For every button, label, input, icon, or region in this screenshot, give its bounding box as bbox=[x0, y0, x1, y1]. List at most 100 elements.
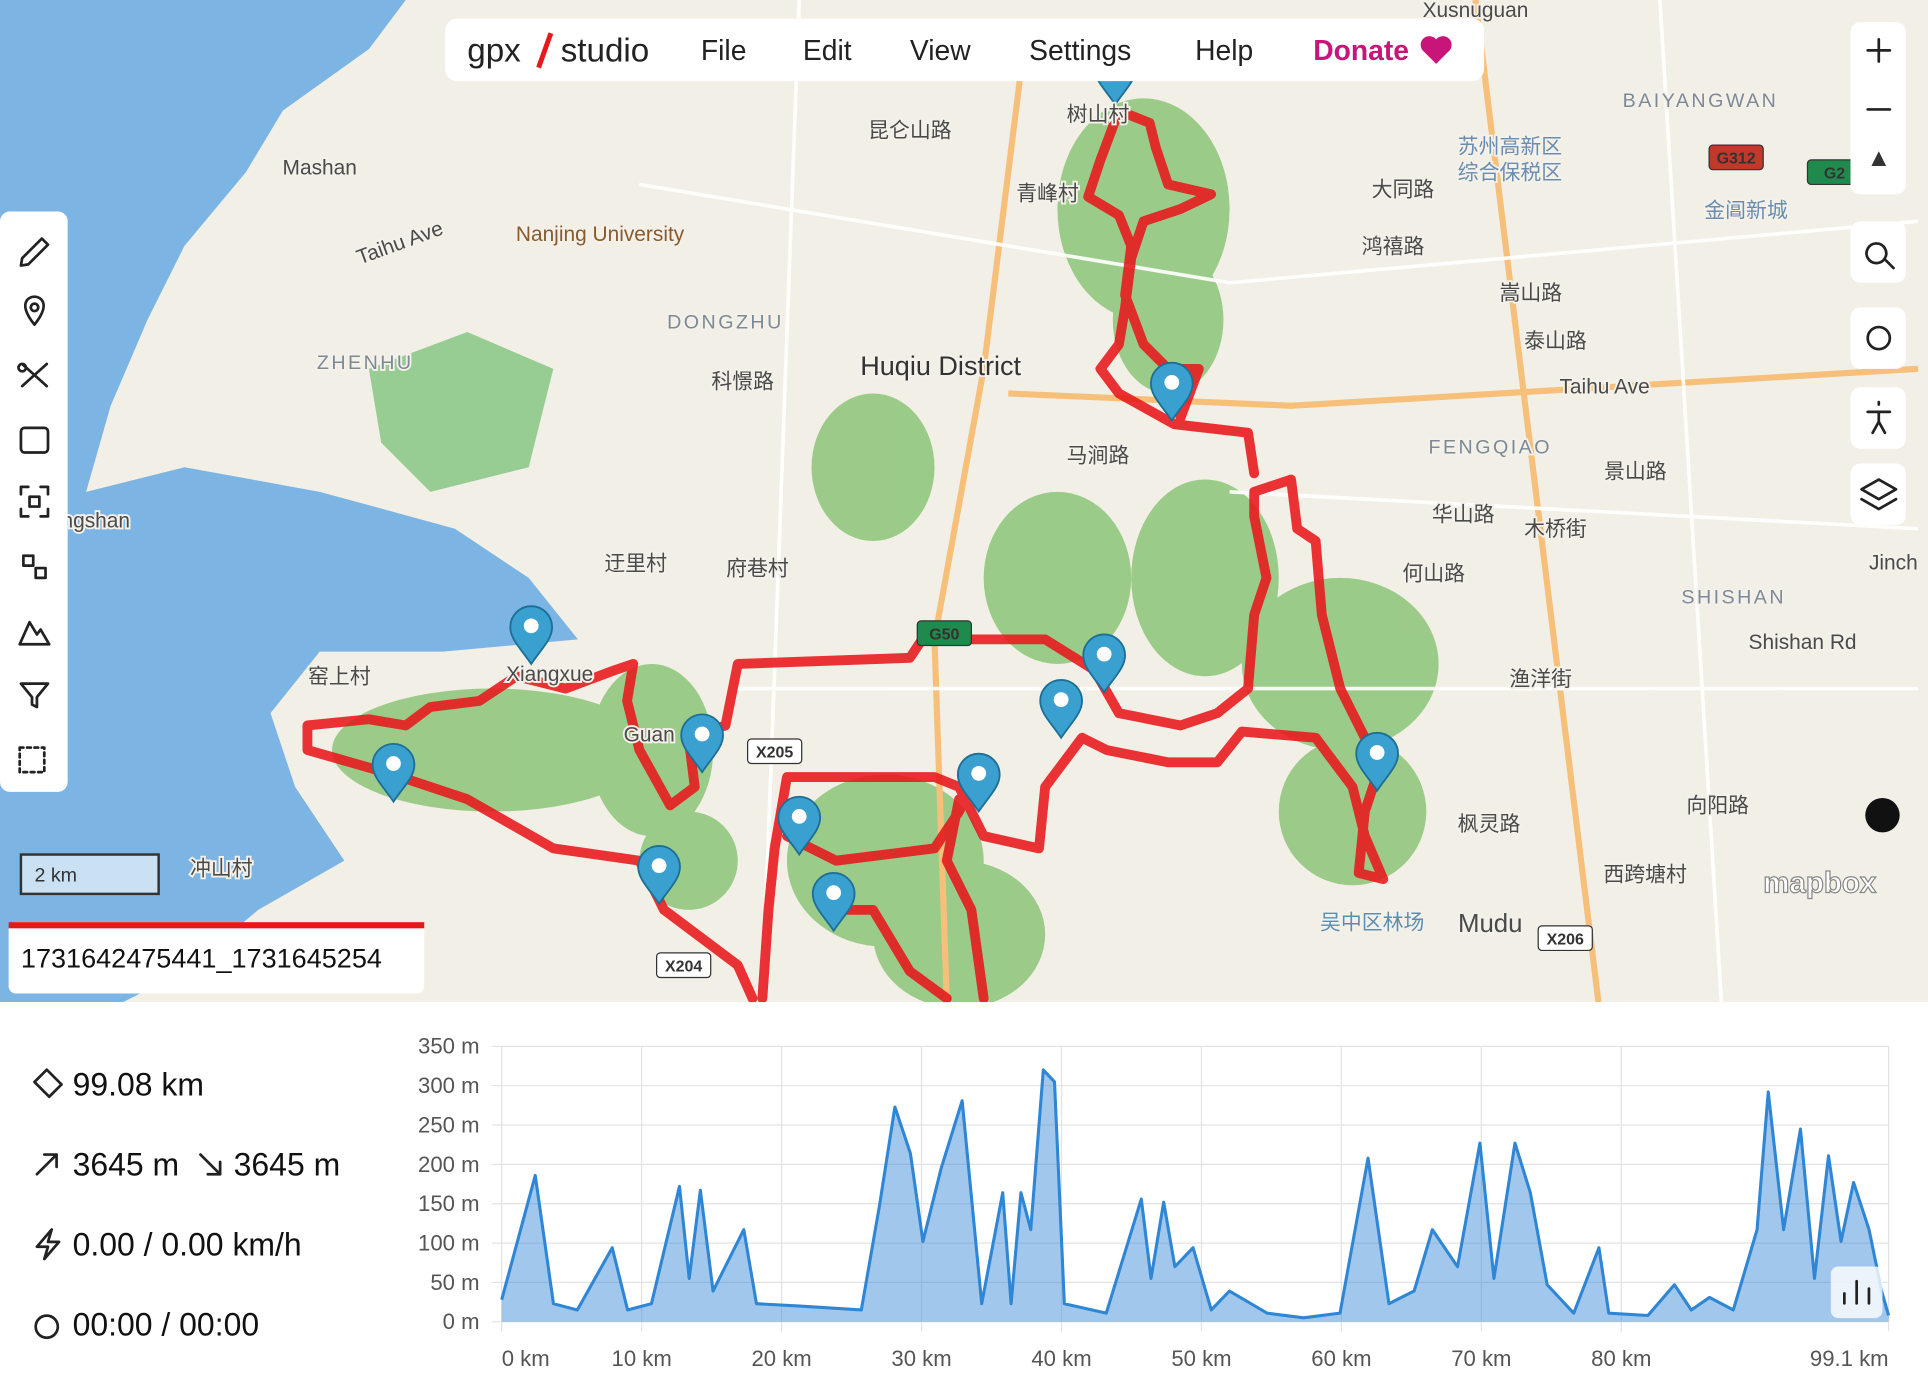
track-name[interactable]: 1731642475441_1731645254 bbox=[21, 944, 382, 974]
map-label: Taihu Ave bbox=[1559, 375, 1649, 398]
elevation-line bbox=[500, 1068, 1891, 1320]
tool-draw[interactable] bbox=[19, 237, 50, 267]
road-shield bbox=[1537, 925, 1593, 952]
waypoint[interactable] bbox=[1039, 679, 1083, 740]
tool-filter[interactable] bbox=[19, 682, 50, 709]
toolbar-background bbox=[0, 211, 68, 792]
logo[interactable]: studio bbox=[561, 32, 650, 69]
road-shield bbox=[655, 952, 712, 979]
scale-label: 2 km bbox=[34, 865, 77, 887]
distance-icon bbox=[33, 1068, 63, 1099]
waypoint-dot bbox=[694, 726, 710, 742]
waypoint-dot bbox=[386, 756, 401, 771]
map-label: 向阳路 bbox=[1686, 795, 1749, 818]
waypoint[interactable] bbox=[811, 872, 856, 933]
chart-options-icon bbox=[1843, 1279, 1871, 1305]
locate-button[interactable] bbox=[1850, 307, 1906, 369]
y-tick-label: 0 m bbox=[443, 1309, 480, 1334]
road-shield-label: G50 bbox=[929, 626, 959, 643]
menu-item[interactable]: Edit bbox=[803, 34, 852, 66]
waypoint[interactable] bbox=[509, 605, 554, 666]
elevation-loss: 3645 m bbox=[234, 1146, 341, 1182]
map-controls bbox=[1850, 22, 1906, 833]
elevation-gain: 3645 m bbox=[73, 1146, 180, 1182]
map-label: 昆仑山路 bbox=[868, 120, 952, 143]
tool-elevation[interactable] bbox=[18, 620, 51, 646]
person-icon bbox=[1866, 400, 1892, 435]
donate-button[interactable]: Donate bbox=[1313, 34, 1409, 66]
waypoint[interactable] bbox=[680, 713, 724, 774]
map-label: 西跨塘村 bbox=[1603, 864, 1687, 887]
map-label: 窑上村 bbox=[308, 666, 371, 689]
road-shield-label: G2 bbox=[1824, 165, 1845, 182]
tool-reduce[interactable] bbox=[19, 485, 50, 518]
x-tick-label: 80 km bbox=[1591, 1346, 1651, 1371]
time: 00:00 / 00:00 bbox=[73, 1306, 260, 1342]
waypoint[interactable] bbox=[1149, 361, 1194, 423]
y-tick-label: 50 m bbox=[430, 1270, 479, 1295]
locate-icon bbox=[1866, 325, 1892, 351]
compass[interactable] bbox=[1871, 151, 1887, 166]
track-tab-background[interactable] bbox=[8, 922, 425, 994]
map-label: 青峰村 bbox=[1016, 182, 1079, 205]
y-tick-label: 100 m bbox=[418, 1230, 480, 1255]
zoom-in[interactable] bbox=[1866, 37, 1892, 63]
info-button[interactable] bbox=[1865, 797, 1900, 833]
menu-item[interactable]: Help bbox=[1195, 34, 1253, 66]
map-label: 冲山村 bbox=[190, 857, 253, 880]
attribution[interactable]: mapbox bbox=[1763, 866, 1878, 900]
waypoint-dot bbox=[1369, 745, 1385, 760]
tool-select[interactable] bbox=[18, 746, 46, 774]
waypoint[interactable] bbox=[956, 752, 1001, 814]
elevation-profile[interactable]: 0 m 50 m 100 m 150 m 200 m 250 m 300 m 350 m 0 k… bbox=[418, 1034, 1891, 1371]
x-tick-label: 60 km bbox=[1311, 1346, 1371, 1371]
logo[interactable]: gpx bbox=[467, 32, 521, 69]
map-label: 嵩山路 bbox=[1499, 282, 1562, 305]
y-tick-label: 200 m bbox=[418, 1152, 480, 1177]
search-button[interactable] bbox=[1850, 221, 1906, 283]
x-tick-label: 10 km bbox=[612, 1346, 672, 1371]
highways bbox=[931, 0, 1919, 1003]
waypoint-dot bbox=[971, 766, 987, 781]
layers-button[interactable] bbox=[1850, 463, 1906, 526]
map-label: 府巷村 bbox=[726, 557, 789, 580]
tool-scissors[interactable] bbox=[17, 362, 49, 388]
toolbar bbox=[0, 211, 68, 792]
menu-item[interactable]: View bbox=[910, 34, 971, 66]
map[interactable]: Huqiu District Nanjing University Mashan… bbox=[0, 0, 1928, 1009]
y-tick-label: 150 m bbox=[418, 1191, 480, 1216]
bottom-panel bbox=[0, 1002, 1928, 1398]
tool-poi[interactable] bbox=[23, 295, 46, 326]
map-label: ngshan bbox=[62, 509, 131, 532]
scale-bar bbox=[19, 853, 160, 896]
tool-time[interactable] bbox=[19, 426, 50, 454]
waypoint[interactable] bbox=[637, 845, 681, 906]
map-label: Huqiu District bbox=[860, 351, 1021, 381]
waypoint[interactable] bbox=[371, 742, 416, 804]
tool-merge[interactable] bbox=[22, 554, 47, 580]
loss-icon bbox=[199, 1153, 222, 1176]
map-label: Jinch bbox=[1869, 551, 1918, 574]
map-label: 鸿禧路 bbox=[1362, 235, 1425, 258]
search-icon bbox=[1865, 242, 1895, 270]
map-label: Shishan Rd bbox=[1749, 631, 1857, 654]
forests bbox=[332, 98, 1439, 1009]
menu-item[interactable]: File bbox=[701, 34, 747, 66]
map-label: 综合保税区 bbox=[1458, 162, 1562, 185]
waypoint[interactable] bbox=[777, 795, 822, 857]
stats: 99.08 km 3645 m 3645 m 0.00 / 0.00 km/h … bbox=[33, 1067, 341, 1342]
menu-item[interactable]: Settings bbox=[1029, 34, 1131, 66]
map-label: 何山路 bbox=[1402, 562, 1465, 585]
road-shield-label: G312 bbox=[1717, 151, 1756, 168]
waypoint-dot bbox=[651, 858, 667, 873]
map-label: Mudu bbox=[1458, 910, 1523, 938]
waypoint[interactable] bbox=[1355, 731, 1399, 793]
waypoint-dot bbox=[1164, 375, 1180, 390]
waypoint[interactable] bbox=[1082, 633, 1126, 694]
x-tick-label: 70 km bbox=[1451, 1346, 1511, 1371]
map-label: 大同路 bbox=[1372, 179, 1435, 202]
map-labels: Huqiu District Nanjing University Mashan… bbox=[60, 0, 1920, 940]
road-shield-label: X206 bbox=[1547, 931, 1584, 948]
